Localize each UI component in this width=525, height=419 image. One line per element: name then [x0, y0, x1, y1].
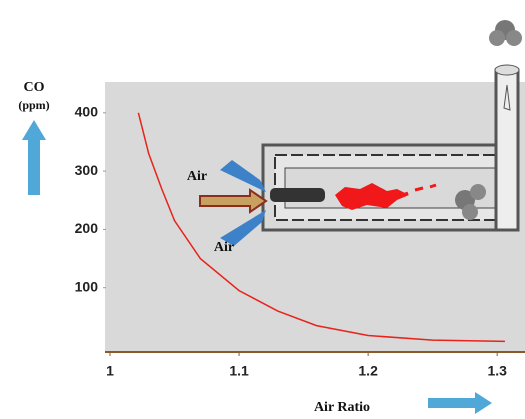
y-label: (ppm): [18, 98, 49, 112]
y-tick-label: 300: [75, 162, 99, 178]
up-arrow: [22, 120, 46, 195]
x-tick-label: 1.2: [358, 363, 378, 379]
x-label: Air Ratio: [314, 400, 370, 415]
y-tick-label: 200: [75, 220, 99, 236]
annotation: Air: [187, 169, 207, 184]
y-tick-label: 400: [75, 104, 99, 120]
y-label: CO: [24, 80, 45, 95]
x-tick-label: 1.1: [229, 363, 249, 379]
burner-illustration: [199, 20, 522, 246]
y-tick-label: 100: [75, 278, 99, 294]
x-tick-label: 1.3: [487, 363, 507, 379]
x-tick-label: 1: [106, 363, 114, 379]
annotation: Air: [214, 240, 234, 255]
line: [137, 112, 505, 343]
right-arrow: [428, 392, 492, 414]
